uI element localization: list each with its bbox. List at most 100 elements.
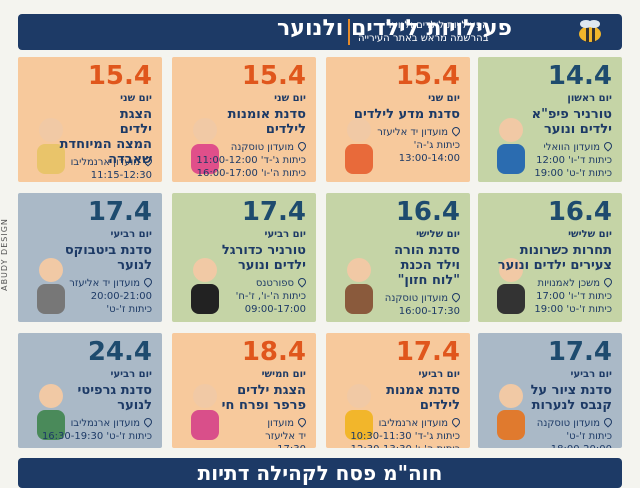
event-location: מועדון ארנמליבו [70, 155, 154, 169]
event-location: ספורטנס [236, 276, 308, 290]
title-line: קנבס לנערות [531, 398, 612, 413]
event-card: 17.4 יום רביעי טורניר כדורגל ילדים ונוער ספו… [172, 193, 316, 322]
event-card: 17.4 יום רביעי סדנת ציור על קנבס לנערות מועד… [478, 333, 622, 448]
title-line: סדנת גרפיטי [77, 383, 152, 398]
location-text: מועדון טוסקנה [536, 418, 600, 429]
event-title: סדנת אומנות לילדים [228, 107, 306, 137]
pin-icon [296, 276, 308, 288]
illustration [191, 384, 219, 440]
event-detail: כיתות ה'-ו', ז'-ח' [235, 291, 306, 302]
event-day: יום רביעי [570, 369, 613, 380]
header-subtitle: הפעילויות לילדים ולנוער בהרשמה מראש באתר… [348, 19, 488, 45]
pin-icon [296, 416, 308, 428]
event-info: מועדון ארנמליבו כיתות ז'-ט' 16:30-19:30 [42, 416, 154, 443]
event-location: מועדון טוסקנה [384, 291, 462, 305]
event-title: תחרות כשרונות צעירים ילדים ונוער [498, 243, 612, 273]
event-detail: כיתות ג'-ה' [413, 140, 460, 151]
event-card: 14.4 יום ראשון טורניר פיפ"א ילדים ונוער מועד… [478, 57, 622, 182]
footer-banner: חוה"מ פסח לקהילה דתיות [18, 458, 622, 488]
title-line: טורניר כדורגל [221, 243, 306, 258]
title-line: ילדים ונוער [543, 122, 612, 137]
event-detail: כיתות ז'-ט' 19:00 [534, 168, 612, 179]
pin-icon [142, 155, 154, 167]
event-title: טורניר כדורגל ילדים ונוער [222, 243, 306, 273]
event-date: 15.4 [241, 61, 306, 91]
event-detail: 11:15-12:30 [90, 170, 152, 181]
event-info: מועדון טוסקנה כיתות ג'-ד' 11:00-12:00 כיתו… [196, 140, 308, 180]
subtitle-line: הפעילויות לילדים ולנוער [385, 20, 489, 31]
event-date: 17.4 [241, 197, 306, 227]
event-title: סדנת ציור על קנבס לנערות [531, 383, 612, 413]
event-date: 17.4 [547, 337, 612, 367]
illustration [37, 118, 65, 174]
event-card: 18.4 יום חמישי הצגת ילדים פרפר ופרח חי מועדו… [172, 333, 316, 448]
header-banner: פעילויות לילדים ולנוער הפעילויות לילדים … [18, 14, 622, 50]
title-line: לנוער [117, 258, 152, 273]
event-day: יום חמישי [261, 369, 306, 380]
event-detail: 16:00-17:30 [398, 306, 460, 317]
event-card: 17.4 יום רביעי סדנת אמנות לילדים מועדון ארנמ… [326, 333, 470, 448]
location-text: משכן לאמנויות [537, 278, 601, 289]
illustration [191, 118, 219, 174]
event-card: 15.4 יום שני סדנת מדע לילדים מועדון יד אליע… [326, 57, 470, 182]
title-line: לילדים [419, 398, 460, 413]
event-location: מועדון טוסקנה [196, 140, 308, 154]
event-detail: 09:00-17:00 [244, 304, 306, 315]
title-line: הצגת [119, 107, 152, 122]
location-text: מועדון יד אליעזר [377, 127, 448, 138]
event-info: מועדון טוסקנה כיתות ז'-ט'18:00-20:00 [536, 416, 614, 448]
illustration [345, 384, 373, 440]
pin-icon [142, 276, 154, 288]
event-day: יום שני [274, 93, 306, 104]
bee-icon [579, 20, 601, 42]
pin-icon [142, 416, 154, 428]
event-location: מועדון ארנמליבו [42, 416, 154, 430]
pin-icon [602, 276, 614, 288]
event-title: סדנת מדע לילדים [354, 107, 460, 122]
location-text: ספורטנס [255, 278, 294, 289]
event-location: מועדון יד אליעזר [377, 125, 462, 139]
event-detail: כיתות ז'-ט' [106, 304, 152, 315]
illustration [497, 384, 525, 440]
event-detail: 18:00-20:00 [537, 443, 612, 448]
title-line: סדנת ביטבוקס [64, 243, 152, 258]
location-text: מועדון יד אליעזר [69, 278, 140, 289]
event-title: סדנת גרפיטי לנוער [78, 383, 152, 413]
pin-icon [450, 291, 462, 303]
event-location: מועדון יד אליעזר [69, 276, 154, 290]
event-date: 15.4 [395, 61, 460, 91]
event-date: 17.4 [395, 337, 460, 367]
event-location: מועדון [265, 416, 308, 430]
event-day: יום רביעי [264, 229, 307, 240]
location-text: מועדון טוסקנה [384, 293, 448, 304]
footer-title: חוה"מ פסח לקהילה דתיות [197, 461, 443, 485]
event-detail: 17:30 [265, 443, 306, 448]
event-day: יום שני [428, 93, 460, 104]
pin-icon [602, 140, 614, 152]
event-card: 15.4 יום שני סדנת אומנות לילדים מועדון טוסקנ… [172, 57, 316, 182]
title-line: צעירים ילדים ונוער [497, 258, 612, 273]
title-line: "לוח חזון" [397, 273, 460, 288]
credit: ABUDY DESIGN [0, 218, 9, 291]
event-day: יום שלישי [416, 229, 460, 240]
location-text: מועדון ארנמליבו [70, 157, 140, 168]
event-info: ספורטנס כיתות ה'-ו', ז'-ח' 09:00-17:00 [235, 276, 308, 316]
event-detail: כיתות ד'-ו' 12:00 [536, 155, 612, 166]
event-detail: כיתות ה'-ו' 16:00-17:00 [196, 168, 306, 179]
event-location: מועדון הוואלי [534, 140, 614, 154]
title-line: לילדים [265, 122, 306, 137]
event-info: מועדון יד אליעזר כיתות ג'-ה' 13:00-14:00 [377, 125, 462, 165]
event-title: טורניר פיפ"א ילדים ונוער [532, 107, 612, 137]
title-line: סדנת הורה [394, 243, 460, 258]
location-text: מועדון [267, 418, 294, 429]
header-title: פעילויות לילדים ולנוער [277, 16, 512, 41]
title-line: ילדים ונוער [237, 258, 306, 273]
illustration [37, 258, 65, 314]
event-detail: כיתות ה'-ו' 12:30-13:30 [350, 443, 460, 448]
event-title: הצגת ילדים המצה המיוחדת שאבדה [18, 107, 152, 167]
pin-icon [450, 125, 462, 137]
event-location: מועדון ארנמליבו [350, 416, 462, 430]
illustration [497, 258, 525, 314]
title-line: סדנת מדע לילדים [353, 107, 460, 122]
